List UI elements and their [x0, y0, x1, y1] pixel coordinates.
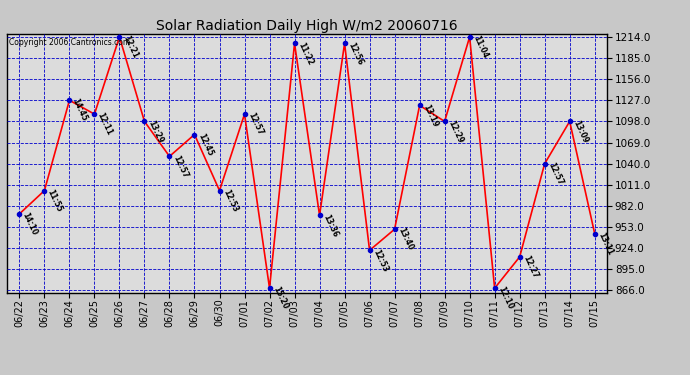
Text: 13:40: 13:40 [396, 226, 414, 252]
Text: 12:53: 12:53 [371, 248, 389, 273]
Text: 12:29: 12:29 [446, 118, 464, 144]
Text: 13:11: 13:11 [596, 231, 614, 256]
Text: 12:27: 12:27 [521, 254, 540, 280]
Text: 13:29: 13:29 [146, 118, 164, 144]
Text: 12:56: 12:56 [346, 41, 364, 66]
Text: 12:53: 12:53 [221, 188, 239, 213]
Text: 14:45: 14:45 [71, 98, 89, 123]
Text: 12:57: 12:57 [246, 111, 264, 137]
Title: Solar Radiation Daily High W/m2 20060716: Solar Radiation Daily High W/m2 20060716 [156, 19, 458, 33]
Text: 12:45: 12:45 [196, 132, 214, 157]
Text: 12:11: 12:11 [96, 111, 114, 137]
Text: 11:22: 11:22 [296, 41, 314, 66]
Text: 12:57: 12:57 [546, 161, 564, 186]
Text: 12:57: 12:57 [171, 154, 189, 179]
Text: 13:19: 13:19 [421, 103, 440, 128]
Text: 15:20: 15:20 [271, 285, 289, 311]
Text: 12:10: 12:10 [496, 285, 514, 311]
Text: 13:09: 13:09 [571, 118, 589, 144]
Text: 11:55: 11:55 [46, 188, 64, 213]
Text: 14:10: 14:10 [21, 211, 39, 237]
Text: 11:04: 11:04 [471, 34, 489, 60]
Text: Copyright 2006 Cantronics.com: Copyright 2006 Cantronics.com [9, 38, 130, 46]
Text: 13:36: 13:36 [321, 213, 339, 238]
Text: 12:21: 12:21 [121, 34, 139, 60]
